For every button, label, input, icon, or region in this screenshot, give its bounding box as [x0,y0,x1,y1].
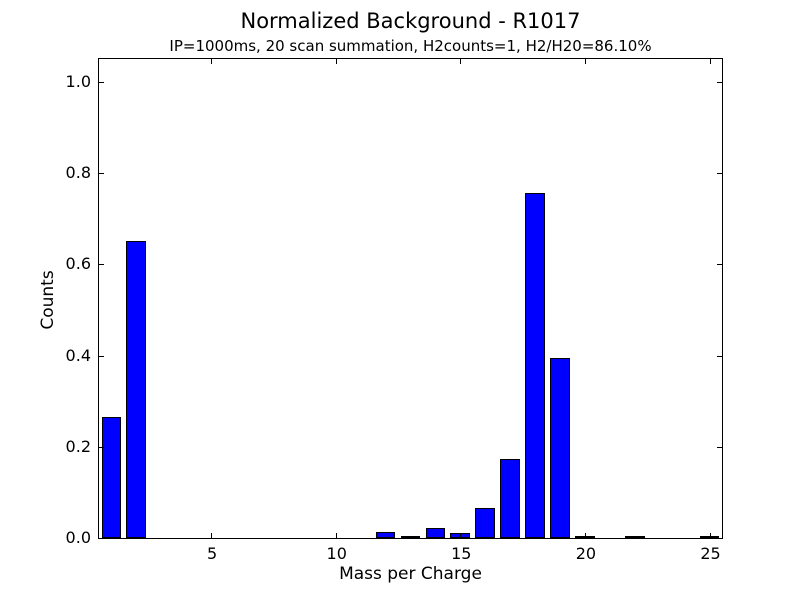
x-tick [460,533,462,538]
y-tick-right [717,81,722,83]
y-tick-right [717,264,722,266]
y-tick-label: 0.8 [65,163,91,182]
x-tick-top [709,59,711,64]
y-tick [99,355,104,357]
y-tick-right [717,173,722,174]
plot-area [98,58,723,539]
bar-mass-16 [475,508,496,538]
x-tick [211,533,213,538]
bar-mass-18 [525,193,545,538]
x-tick-label: 5 [207,544,218,563]
x-tick-label: 20 [575,544,597,563]
x-tick-label: 15 [451,544,472,563]
y-tick [99,538,104,539]
y-tick-label: 1.0 [65,71,91,91]
bar-mass-13 [400,536,421,538]
bar-mass-12 [375,532,396,538]
x-tick-top [584,59,586,64]
bar-mass-14 [425,528,446,538]
y-tick-label: 0.2 [65,436,91,456]
x-tick [335,533,337,538]
y-tick [99,173,104,174]
y-tick [99,81,104,83]
x-axis-label: Mass per Charge [339,564,482,584]
y-tick-label: 0.0 [65,528,91,547]
bar-mass-19 [550,358,570,538]
y-tick-label: 0.6 [65,254,91,274]
x-tick [709,533,711,538]
x-tick-top [460,59,462,64]
y-tick-right [717,538,722,539]
x-tick-label: 10 [326,544,347,563]
bar-mass-22 [624,536,645,538]
y-axis-label: Counts [38,270,58,330]
y-tick [99,446,104,448]
bar-mass-17 [500,459,521,538]
x-tick [584,533,586,538]
y-tick-right [717,355,722,357]
bar-mass-2 [126,241,147,538]
x-tick-top [335,59,337,64]
bar-mass-1 [101,417,122,538]
y-tick-right [717,446,722,448]
chart-title: Normalized Background - R1017 [240,9,581,33]
x-tick-label: 25 [700,544,721,563]
y-tick [99,264,104,266]
x-tick-top [211,59,213,64]
y-tick-label: 0.4 [65,345,91,365]
chart-subtitle: IP=1000ms, 20 scan summation, H2counts=1… [169,37,652,55]
